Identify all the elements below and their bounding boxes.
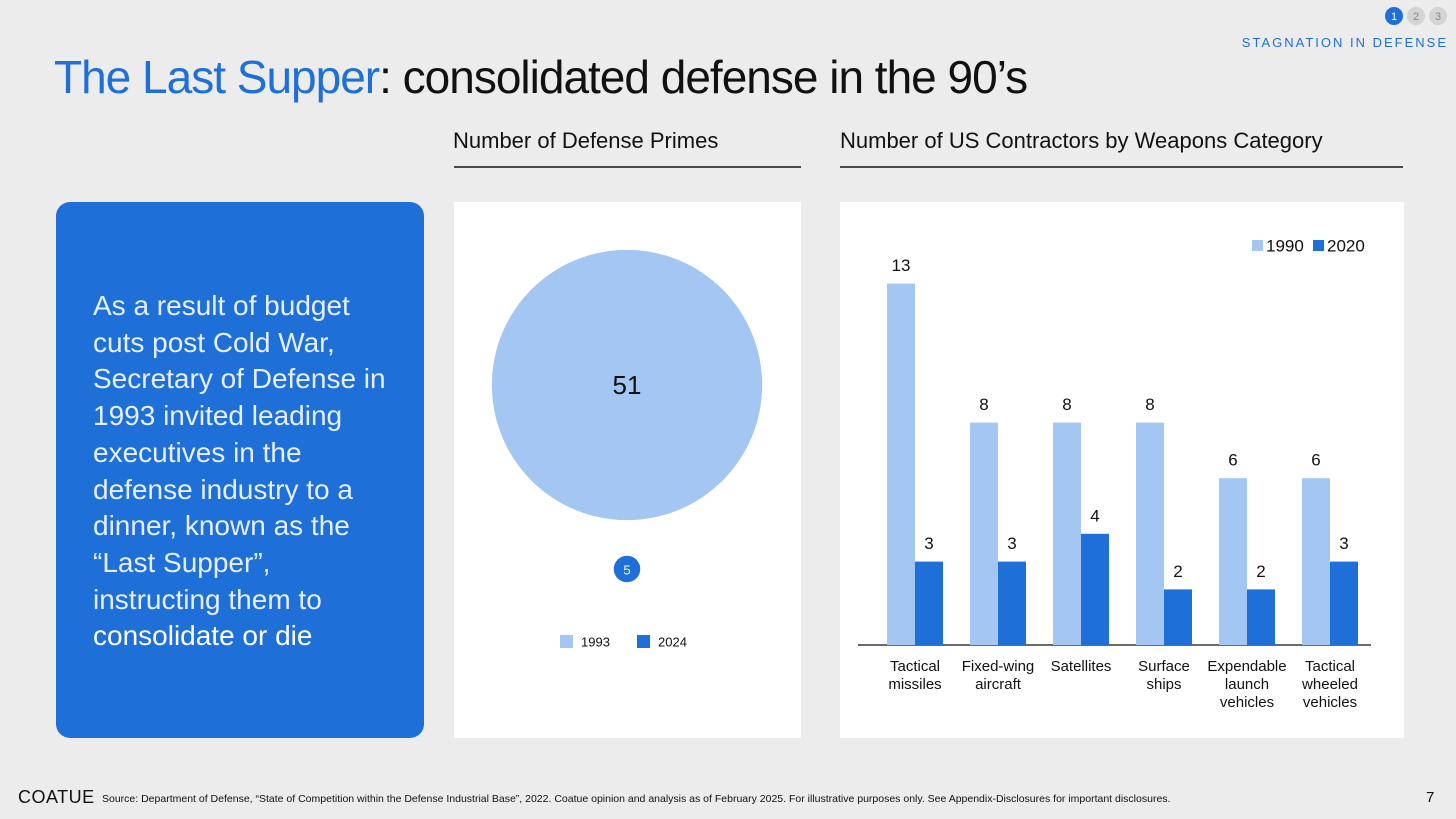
value-label: 3 [1007, 534, 1016, 553]
x-tick-label: Tactical wheeled vehicles [1302, 658, 1358, 711]
bar [887, 283, 915, 645]
bubble-label: 5 [623, 562, 630, 577]
value-label: 13 [892, 256, 911, 275]
callout-body: As a result of budget cuts post Cold War… [93, 290, 386, 615]
legend-swatch [1252, 240, 1263, 251]
title-highlight: The Last Supper [54, 51, 380, 103]
bubble-label: 51 [613, 370, 642, 400]
nav-step: 1 [1391, 11, 1397, 23]
nav-step: 3 [1435, 11, 1441, 23]
legend-label: 2020 [1327, 236, 1365, 255]
legend-label: 1993 [581, 634, 610, 649]
value-label: 6 [1311, 451, 1320, 470]
value-label: 8 [1145, 395, 1154, 414]
value-label: 3 [924, 534, 933, 553]
value-label: 3 [1339, 534, 1348, 553]
nav-dot [1407, 7, 1425, 25]
callout-emphasis: consolidate or die [93, 620, 313, 652]
bar [1081, 533, 1109, 645]
nav-step: 2 [1413, 11, 1419, 23]
slide-title: The Last Supper: consolidated defense in… [54, 50, 1028, 104]
legend-swatch [637, 635, 650, 648]
callout: As a result of budget cuts post Cold War… [56, 202, 424, 738]
bar [1330, 561, 1358, 645]
callout-text: As a result of budget cuts post Cold War… [93, 288, 398, 655]
value-label: 2 [1173, 562, 1182, 581]
bubble [613, 555, 641, 583]
value-label: 6 [1228, 451, 1237, 470]
bar [1219, 478, 1247, 645]
chart-title: Number of Defense Primes [453, 128, 719, 153]
panel [840, 202, 1404, 738]
bubble [491, 249, 763, 521]
x-tick-label: Fixed-wing aircraft [961, 658, 1035, 693]
bar [1136, 422, 1164, 645]
x-tick-label: Expendable launch vehicles [1207, 658, 1287, 711]
chart-title: Number of US Contractors by Weapons Cate… [840, 128, 1323, 153]
x-tick-label: Satellites [1050, 658, 1112, 675]
bar [998, 561, 1026, 645]
value-label: 8 [1062, 395, 1071, 414]
source-note: Source: Department of Defense, “State of… [102, 793, 1171, 805]
bar [1247, 589, 1275, 645]
nav-dot [1385, 7, 1403, 25]
title-rest: : consolidated defense in the 90’s [379, 51, 1028, 103]
x-tick-label: Tactical missiles [888, 658, 942, 693]
value-label: 2 [1256, 562, 1265, 581]
bar [1302, 478, 1330, 645]
legend-swatch [560, 635, 573, 648]
page-number: 7 [1426, 789, 1435, 806]
legend-label: 2024 [658, 634, 687, 649]
bar [1053, 422, 1081, 645]
legend-swatch [1313, 240, 1324, 251]
value-label: 4 [1090, 506, 1099, 525]
x-tick-label: Surface ships [1138, 658, 1190, 693]
value-label: 8 [979, 395, 988, 414]
logo: COATUE [18, 787, 95, 807]
legend-label: 1990 [1266, 236, 1304, 255]
bar [970, 422, 998, 645]
section-label: STAGNATION IN DEFENSE [1241, 35, 1448, 50]
bar [1164, 589, 1192, 645]
bar [915, 561, 943, 645]
nav-dot [1429, 7, 1447, 25]
